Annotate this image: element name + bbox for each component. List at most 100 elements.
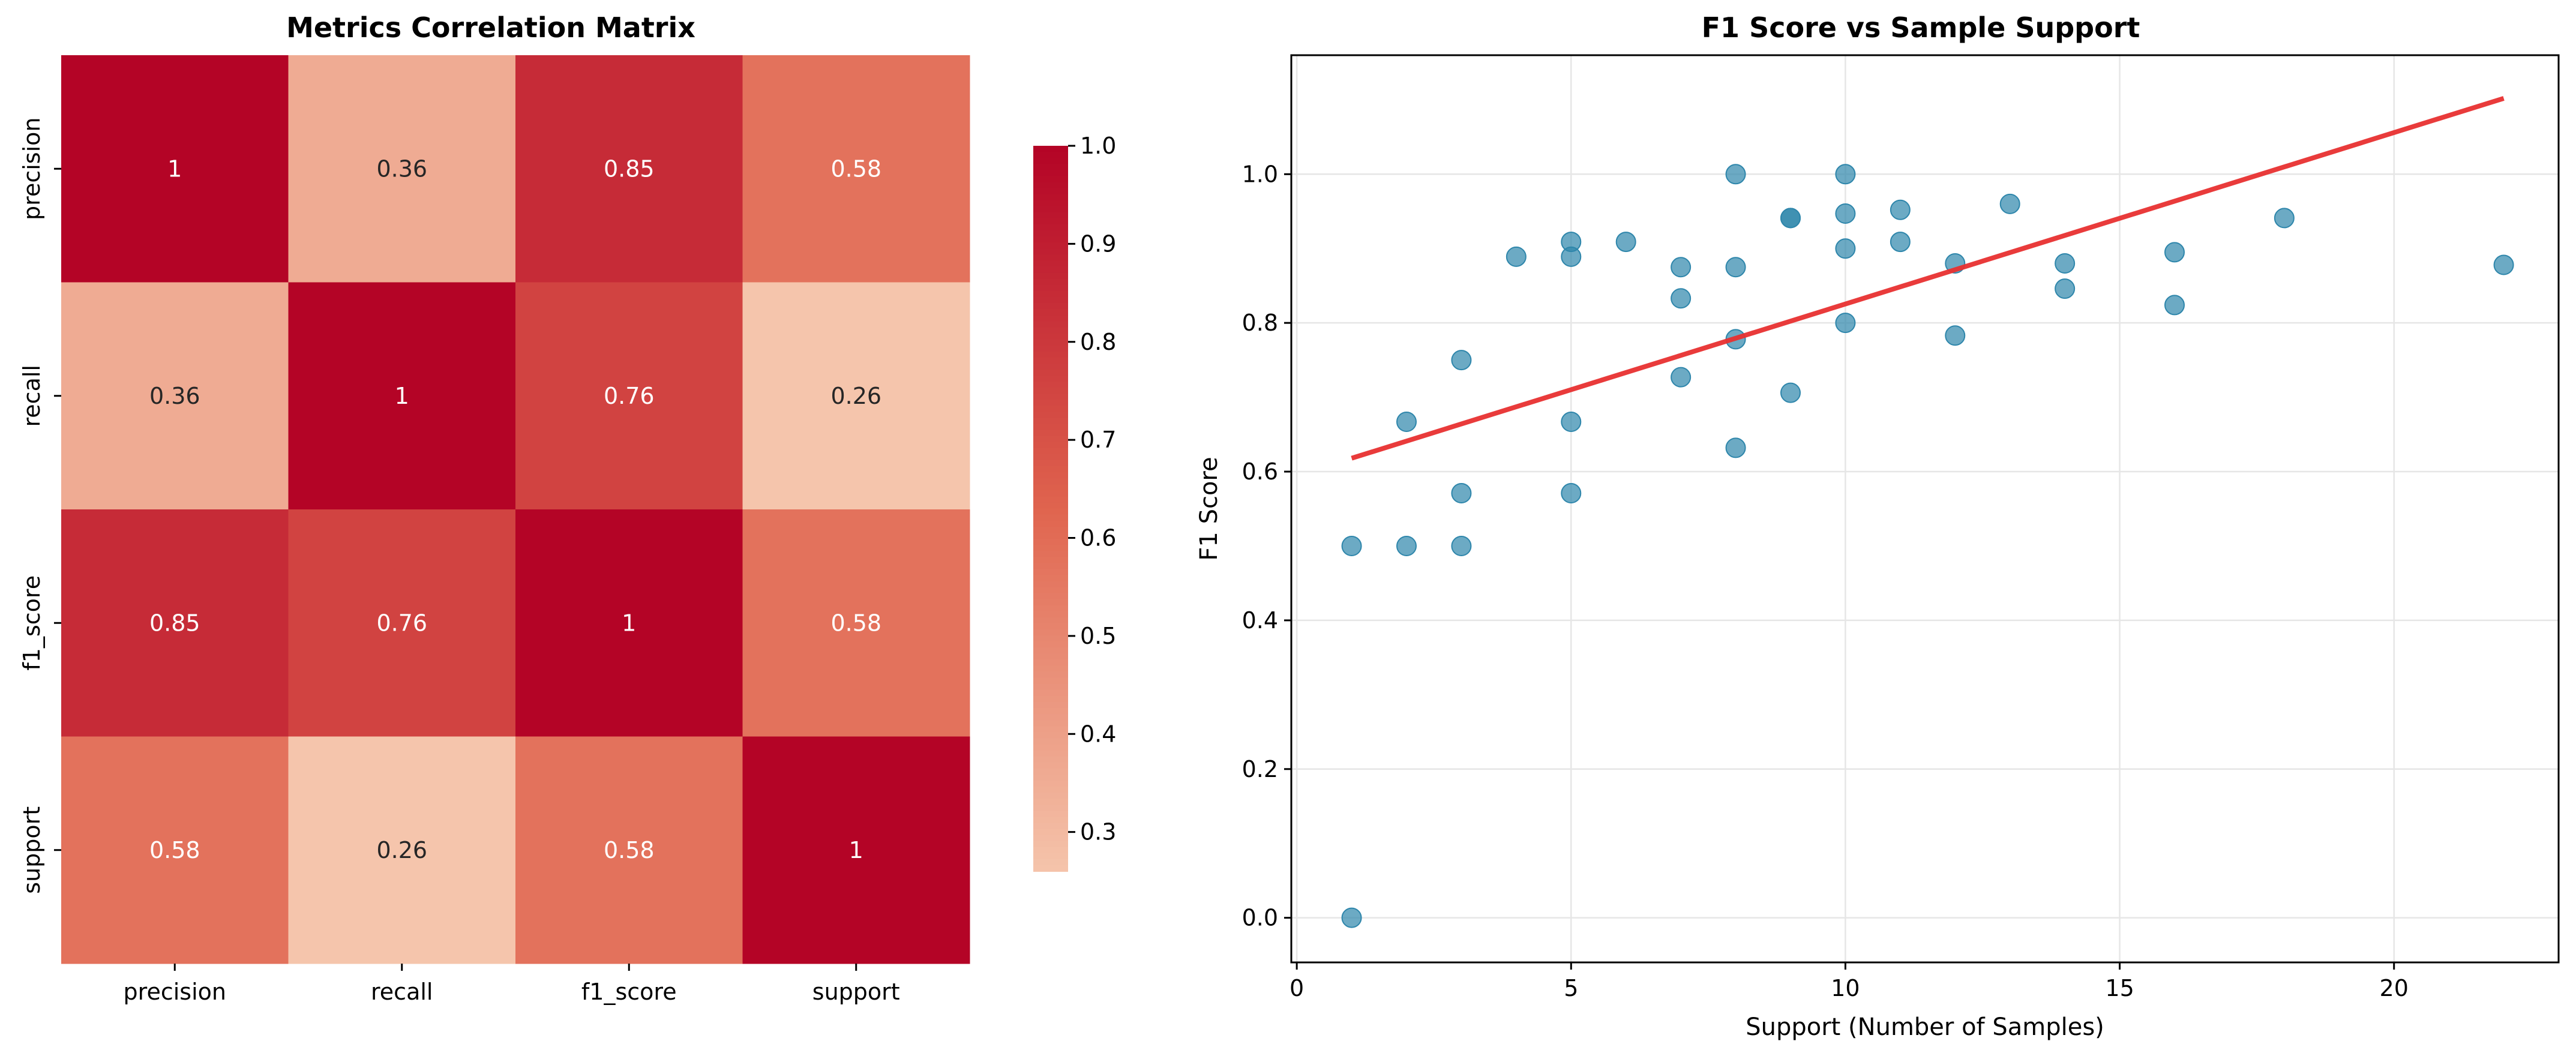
colorbar-segment	[1033, 496, 1068, 503]
colorbar-segment	[1033, 381, 1068, 388]
scatter-point	[1396, 411, 1417, 432]
scatter-point	[1561, 411, 1582, 432]
scatter-trend	[1351, 96, 2505, 461]
colorbar-tick-label: 0.7	[1080, 427, 1116, 453]
colorbar-segment	[1033, 290, 1068, 298]
colorbar-segment	[1033, 544, 1068, 552]
heatmap-col-label: f1_score	[581, 979, 677, 1005]
y-tick-label: 0.2	[1242, 756, 1278, 782]
colorbar: 0.3 0.4 0.5 0.6 0.7 0.8 0.9 1.0	[1033, 133, 1116, 872]
scatter-point	[1506, 246, 1527, 267]
heatmap-row-label: support	[19, 806, 45, 894]
colorbar-segment	[1033, 158, 1068, 165]
heatmap-cell	[515, 509, 743, 737]
scatter-y-ticks: 0.0 0.2 0.4 0.6 0.8 1.0	[1242, 161, 1291, 931]
heatmap-cell-label: 0.85	[604, 155, 655, 182]
heatmap-cell	[288, 736, 516, 964]
colorbar-segment	[1033, 865, 1068, 872]
colorbar-segment	[1033, 490, 1068, 497]
colorbar-segment	[1033, 738, 1068, 745]
colorbar-tick-label: 0.3	[1080, 819, 1116, 845]
heatmap-cell-label: 0.58	[604, 837, 655, 863]
colorbar-segment	[1033, 339, 1068, 346]
scatter-point	[1725, 437, 1746, 458]
colorbar-segment	[1033, 689, 1068, 697]
colorbar-segment	[1033, 484, 1068, 491]
heatmap-cell-label: 1	[395, 383, 409, 409]
colorbar-segment	[1033, 563, 1068, 570]
heatmap-cell-label: 0.58	[149, 837, 200, 863]
scatter-point	[1341, 907, 1362, 928]
y-tick-label: 1.0	[1242, 161, 1278, 187]
colorbar-segment	[1033, 369, 1068, 376]
scatter-point	[1835, 164, 1856, 185]
scatter-point	[1890, 232, 1911, 253]
colorbar-segment	[1033, 762, 1068, 769]
colorbar-segment	[1033, 218, 1068, 225]
colorbar-tick-label: 0.5	[1080, 623, 1116, 649]
colorbar-segment	[1033, 780, 1068, 787]
colorbar-segment	[1033, 671, 1068, 679]
colorbar-segment	[1033, 853, 1068, 860]
colorbar-segment	[1033, 436, 1068, 443]
colorbar-segment	[1033, 756, 1068, 763]
colorbar-segment	[1033, 212, 1068, 219]
colorbar-segment	[1033, 526, 1068, 533]
y-tick-label: 0.4	[1242, 607, 1278, 634]
heatmap-cell-label: 0.58	[830, 610, 881, 636]
scatter-point	[2493, 254, 2514, 275]
scatter-points	[1341, 164, 2514, 928]
colorbar-segment	[1033, 508, 1068, 515]
colorbar-segment	[1033, 720, 1068, 727]
colorbar-segment	[1033, 726, 1068, 733]
colorbar-segment	[1033, 296, 1068, 304]
heatmap-cell-label: 0.26	[830, 383, 881, 409]
heatmap-title: Metrics Correlation Matrix	[286, 11, 695, 44]
scatter-point	[1671, 257, 1692, 278]
colorbar-segment	[1033, 309, 1068, 316]
colorbar-segment	[1033, 532, 1068, 539]
colorbar-segment	[1033, 817, 1068, 824]
heatmap-cell	[742, 282, 970, 510]
colorbar-segment	[1033, 683, 1068, 691]
colorbar-segment	[1033, 786, 1068, 794]
heatmap-cell-label: 0.58	[830, 155, 881, 182]
scatter-point	[1890, 199, 1911, 220]
colorbar-segment	[1033, 176, 1068, 183]
colorbar-segment	[1033, 714, 1068, 721]
colorbar-tick-label: 0.8	[1080, 329, 1116, 355]
heatmap-cell-label: 0.85	[149, 610, 200, 636]
colorbar-segment	[1033, 430, 1068, 437]
heatmap-col-labels: precision recall f1_score support	[124, 964, 900, 1005]
heatmap-cell	[742, 736, 970, 964]
colorbar-segment	[1033, 272, 1068, 280]
heatmap-cell	[742, 509, 970, 737]
colorbar-segment	[1033, 146, 1068, 153]
heatmap-cells	[61, 55, 970, 964]
colorbar-segment	[1033, 424, 1068, 431]
colorbar-segment	[1033, 750, 1068, 757]
colorbar-segment	[1033, 701, 1068, 709]
x-tick-label: 20	[2380, 975, 2409, 1001]
heatmap-cell	[61, 55, 289, 283]
colorbar-segment	[1033, 357, 1068, 364]
heatmap-col-label: precision	[124, 979, 226, 1005]
colorbar-segment	[1033, 230, 1068, 238]
colorbar-tick-label: 0.6	[1080, 525, 1116, 551]
scatter-point	[1835, 313, 1856, 334]
x-tick-label: 0	[1290, 975, 1304, 1001]
colorbar-segment	[1033, 152, 1068, 159]
colorbar-segment	[1033, 472, 1068, 479]
scatter-point	[1671, 367, 1692, 388]
scatter-panel: F1 Score vs Sample Support 0 5 10 15 20 0.00…	[1195, 11, 2560, 1041]
colorbar-segment	[1033, 406, 1068, 413]
colorbar-segment	[1033, 659, 1068, 667]
heatmap-cell-label: 0.26	[376, 837, 427, 863]
colorbar-segment	[1033, 351, 1068, 358]
scatter-point	[1561, 232, 1582, 253]
heatmap-cell-label: 1	[622, 610, 636, 636]
heatmap-cell-label: 1	[167, 155, 182, 182]
scatter-point	[1945, 325, 1966, 346]
